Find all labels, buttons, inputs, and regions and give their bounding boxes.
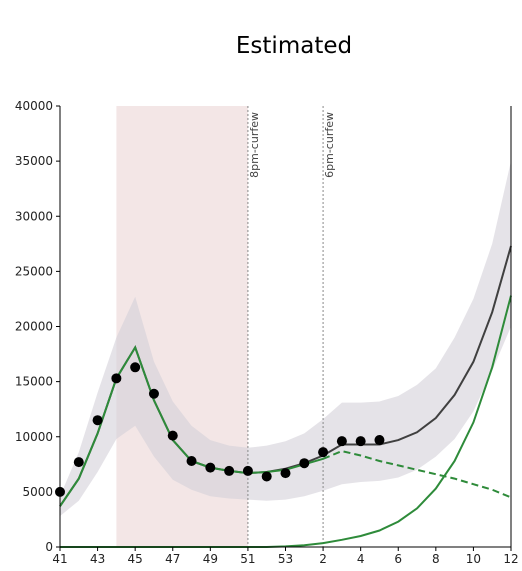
x-tick-label: 12 xyxy=(503,552,518,566)
x-tick-label: 2 xyxy=(319,552,327,566)
data-point xyxy=(336,436,347,447)
y-tick-label: 25000 xyxy=(15,264,53,278)
y-tick-label: 30000 xyxy=(15,209,53,223)
chart-title: Estimated xyxy=(236,33,352,59)
y-tick-label: 20000 xyxy=(15,320,53,334)
plot-area: 8pm-curfew 6pm-curfew 0 5000 10000 15000 20000… xyxy=(15,99,519,566)
x-tick-label: 49 xyxy=(203,552,218,566)
y-tick-label: 15000 xyxy=(15,375,53,389)
data-point xyxy=(261,471,272,482)
x-tick-label: 53 xyxy=(278,552,293,566)
y-tick-label: 10000 xyxy=(15,430,53,444)
data-point xyxy=(355,436,366,447)
data-point xyxy=(167,430,178,441)
data-point xyxy=(224,465,235,476)
annotation-label: 6pm-curfew xyxy=(323,112,336,178)
data-point xyxy=(299,458,310,469)
data-point xyxy=(318,447,329,458)
data-point xyxy=(92,415,103,426)
x-tick-label: 43 xyxy=(90,552,105,566)
data-point xyxy=(130,362,141,373)
data-point xyxy=(242,465,253,476)
x-tick-label: 47 xyxy=(165,552,180,566)
y-tick-label: 5000 xyxy=(22,485,53,499)
annotation-label: 8pm-curfew xyxy=(248,112,261,178)
data-point xyxy=(374,435,385,446)
x-tick-label: 45 xyxy=(128,552,143,566)
y-tick-label: 40000 xyxy=(15,99,53,113)
data-point xyxy=(280,468,291,479)
x-tick-label: 10 xyxy=(466,552,481,566)
data-point xyxy=(111,373,122,384)
y-tick-label: 0 xyxy=(45,540,53,554)
data-point xyxy=(73,457,84,468)
x-tick-label: 41 xyxy=(52,552,67,566)
y-tick-label: 35000 xyxy=(15,154,53,168)
x-tick-label: 4 xyxy=(357,552,365,566)
x-tick-label: 6 xyxy=(394,552,402,566)
data-point xyxy=(205,462,216,473)
x-tick-label: 51 xyxy=(240,552,255,566)
series-line-green_proj xyxy=(322,450,512,499)
uncertainty-band xyxy=(60,161,511,517)
data-point xyxy=(148,388,159,399)
x-tick-label: 8 xyxy=(432,552,440,566)
data-point xyxy=(186,456,197,467)
